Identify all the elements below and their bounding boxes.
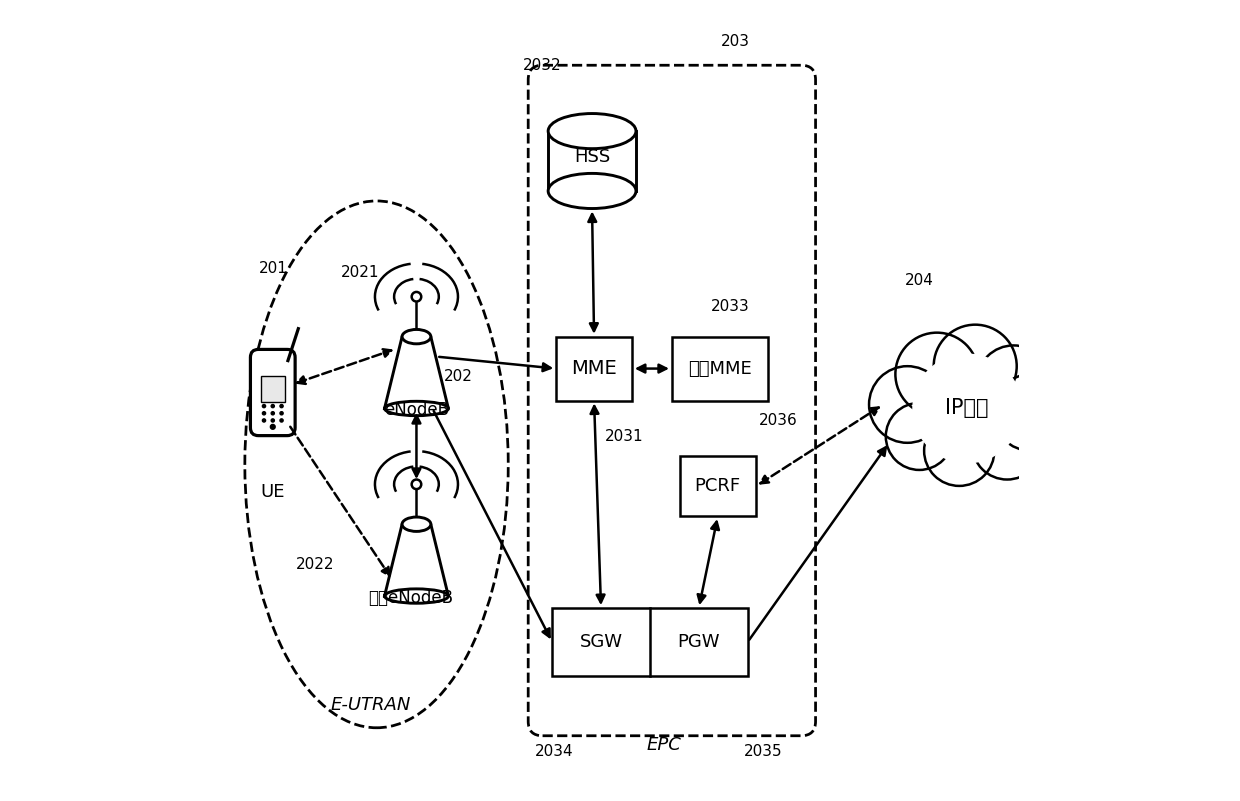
Circle shape — [280, 412, 283, 415]
Circle shape — [280, 405, 283, 408]
Ellipse shape — [548, 173, 636, 208]
Bar — [672, 336, 768, 400]
Ellipse shape — [402, 329, 430, 344]
Text: UE: UE — [260, 483, 285, 501]
Polygon shape — [384, 336, 449, 409]
Text: 其它eNodeB: 其它eNodeB — [368, 590, 454, 607]
Text: 2035: 2035 — [744, 744, 782, 759]
Circle shape — [263, 412, 265, 415]
Bar — [680, 457, 755, 516]
Text: 2036: 2036 — [759, 413, 797, 428]
Text: PCRF: PCRF — [694, 477, 740, 495]
Circle shape — [934, 324, 1017, 408]
Circle shape — [885, 403, 952, 470]
Text: HSS: HSS — [574, 148, 610, 166]
Bar — [557, 336, 632, 400]
Circle shape — [412, 480, 422, 489]
Circle shape — [972, 409, 1043, 480]
Circle shape — [412, 292, 422, 301]
Ellipse shape — [384, 589, 449, 603]
Circle shape — [272, 405, 274, 408]
Text: 2033: 2033 — [711, 299, 749, 314]
Text: 202: 202 — [444, 369, 474, 384]
Bar — [552, 608, 748, 676]
Circle shape — [924, 416, 994, 486]
Circle shape — [272, 412, 274, 415]
Text: eNodeB: eNodeB — [384, 401, 449, 419]
Text: 2022: 2022 — [296, 557, 335, 572]
Text: E-UTRAN: E-UTRAN — [331, 696, 412, 714]
Text: 203: 203 — [722, 34, 750, 49]
Bar — [260, 376, 285, 402]
Circle shape — [869, 366, 946, 443]
Circle shape — [913, 354, 1022, 463]
Text: EPC: EPC — [646, 736, 681, 755]
Text: 204: 204 — [905, 273, 934, 288]
Text: 2034: 2034 — [536, 744, 574, 759]
Circle shape — [993, 374, 1069, 451]
Circle shape — [977, 345, 1050, 419]
Circle shape — [910, 351, 1024, 466]
Text: PGW: PGW — [677, 633, 720, 651]
Ellipse shape — [384, 401, 449, 416]
Text: 201: 201 — [259, 261, 288, 276]
Text: 2021: 2021 — [341, 265, 379, 280]
Ellipse shape — [402, 517, 430, 531]
Text: SGW: SGW — [579, 633, 622, 651]
Text: 2031: 2031 — [605, 429, 644, 444]
Polygon shape — [384, 524, 449, 596]
Circle shape — [263, 419, 265, 422]
Ellipse shape — [548, 114, 636, 149]
Text: 其它MME: 其它MME — [688, 360, 751, 377]
Text: 2032: 2032 — [523, 58, 562, 73]
Circle shape — [263, 405, 265, 408]
Circle shape — [270, 425, 275, 429]
Bar — [548, 131, 636, 191]
Text: MME: MME — [572, 359, 618, 378]
Circle shape — [280, 419, 283, 422]
Text: IP业务: IP业务 — [945, 398, 990, 418]
Circle shape — [272, 419, 274, 422]
FancyBboxPatch shape — [250, 349, 295, 436]
Circle shape — [895, 332, 978, 416]
